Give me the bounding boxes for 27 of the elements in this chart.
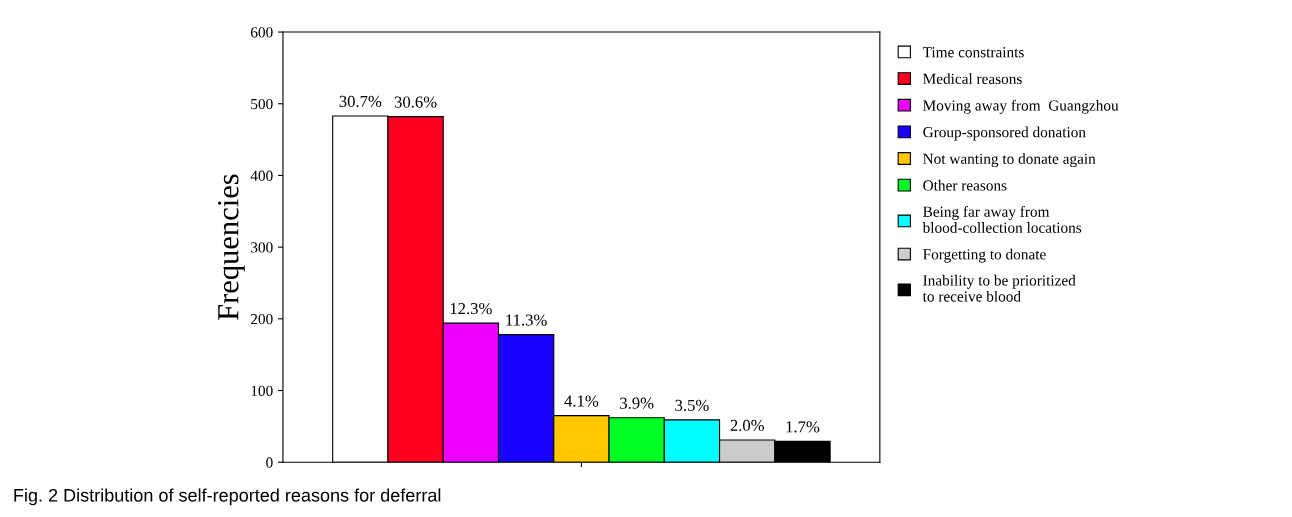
annotation: 30.6% <box>394 96 437 108</box>
y-tick-label: 0 <box>266 457 273 468</box>
annotation: 1.7% <box>786 421 820 433</box>
y-tick-label: 400 <box>250 170 273 181</box>
legend-label: Group-sponsored donation <box>923 126 1086 141</box>
annotation: 12.3% <box>450 302 492 315</box>
annotation: 11.3% <box>506 314 547 326</box>
legend-label: Medical reasons <box>923 73 1022 85</box>
y-tick-label: 200 <box>250 313 273 325</box>
y-axis-title: Frequencies <box>218 174 245 321</box>
annotation: 30.7% <box>339 95 382 108</box>
caption: Fig. 2 Distribution of self-reported reasons for deferral <box>14 488 441 506</box>
annotation: 3.5% <box>675 399 709 412</box>
legend-label: Being far away from blood-collection locations <box>922 205 1082 233</box>
annotation: 2.0% <box>730 419 764 432</box>
y-tick-label: 500 <box>251 98 273 110</box>
legend-label: Forgetting to donate <box>923 248 1046 263</box>
annotation: 3.9% <box>620 397 654 409</box>
annotation: 4.1% <box>564 395 599 407</box>
y-tick-label: 300 <box>251 242 273 253</box>
legend-label: Other reasons <box>923 179 1007 191</box>
legend-label: Moving away from Guangzhou <box>923 99 1119 114</box>
legend-label: Time constraints <box>922 47 1024 58</box>
legend-label: Not wanting to donate again <box>923 153 1096 168</box>
y-tick-label: 600 <box>250 27 273 38</box>
legend-label: Inability to be prioritized to receive blood <box>922 274 1076 302</box>
y-tick-label: 100 <box>251 385 273 396</box>
